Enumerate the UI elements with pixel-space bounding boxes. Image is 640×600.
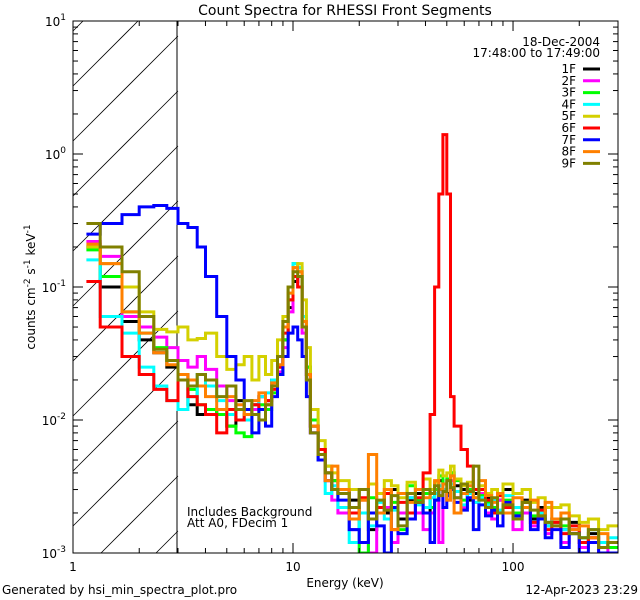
y-tick-label: 10-1: [42, 279, 66, 295]
x-axis-label: Energy (keV): [306, 576, 383, 590]
legend-label: 8F: [561, 145, 576, 159]
hatch-line: [72, 90, 179, 197]
y-tick-base: 10: [42, 281, 57, 295]
legend-label: 9F: [561, 156, 576, 170]
legend-entry-6F: 6F: [561, 121, 600, 135]
hatch-line: [72, 200, 179, 307]
legend-label: 1F: [561, 62, 576, 76]
hatch-line: [155, 530, 179, 554]
y-tick-label: 10-3: [42, 545, 66, 561]
hatch-line: [72, 365, 179, 472]
chart-title: Count Spectra for RHESSI Front Segments: [198, 3, 492, 19]
legend-entry-4F: 4F: [561, 97, 600, 111]
axis-ticks: [72, 21, 619, 554]
y-tick-exponent: 1: [60, 13, 66, 23]
hatch-line: [72, 20, 139, 87]
hatch-line: [72, 255, 179, 362]
y-tick-label: 10-2: [42, 412, 66, 428]
legend-label: 5F: [561, 109, 576, 123]
y-tick-exponent: -1: [57, 279, 66, 289]
x-tick-label: 100: [502, 560, 525, 574]
legend-entry-3F: 3F: [561, 86, 600, 100]
hatch-line: [72, 420, 179, 527]
hatch-line: [72, 310, 179, 417]
y-tick-exponent: -2: [57, 412, 66, 422]
y-tick-base: 10: [42, 414, 57, 428]
series-9F: [86, 222, 618, 549]
legend-label: 7F: [561, 133, 576, 147]
y-tick-label: 100: [45, 146, 66, 162]
annotation-attenuator: Att A0, FDecim 1: [187, 516, 288, 530]
legend-entry-9F: 9F: [561, 156, 600, 170]
x-tick-label: 1: [69, 560, 77, 574]
y-tick-exponent: -3: [57, 545, 66, 555]
hatch-line: [72, 35, 179, 142]
legend-label: 6F: [561, 121, 576, 135]
legend-entry-2F: 2F: [561, 74, 600, 88]
legend-entry-5F: 5F: [561, 109, 600, 123]
legend-entry-1F: 1F: [561, 62, 600, 76]
date-label: 18-Dec-2004: [522, 35, 600, 49]
time-range-label: 17:48:00 to 17:49:00: [473, 46, 600, 60]
annotation-background: Includes Background: [187, 505, 312, 519]
y-axis-label: counts cm-2 s-1 keV-1: [23, 224, 38, 349]
y-tick-exponent: 0: [60, 146, 66, 156]
legend-entry-8F: 8F: [561, 145, 600, 159]
series-8F: [86, 242, 618, 544]
legend-label: 3F: [561, 86, 576, 100]
y-tick-base: 10: [45, 148, 60, 162]
legend-label: 4F: [561, 97, 576, 111]
hatch-line: [72, 20, 84, 32]
series-group: [86, 133, 618, 553]
footer-generated-by: Generated by hsi_min_spectra_plot.pro: [2, 583, 237, 597]
x-tick-label: 10: [285, 560, 300, 574]
legend-label: 2F: [561, 74, 576, 88]
plot-frame: [72, 20, 619, 554]
legend-entry-7F: 7F: [561, 133, 600, 147]
series-4F: [86, 258, 618, 544]
hatched-region: [72, 20, 179, 554]
y-tick-base: 10: [45, 15, 60, 29]
y-tick-label: 101: [45, 13, 66, 29]
footer-timestamp: 12-Apr-2023 23:29: [525, 583, 638, 597]
hatch-line: [100, 475, 179, 554]
y-tick-base: 10: [42, 547, 57, 561]
